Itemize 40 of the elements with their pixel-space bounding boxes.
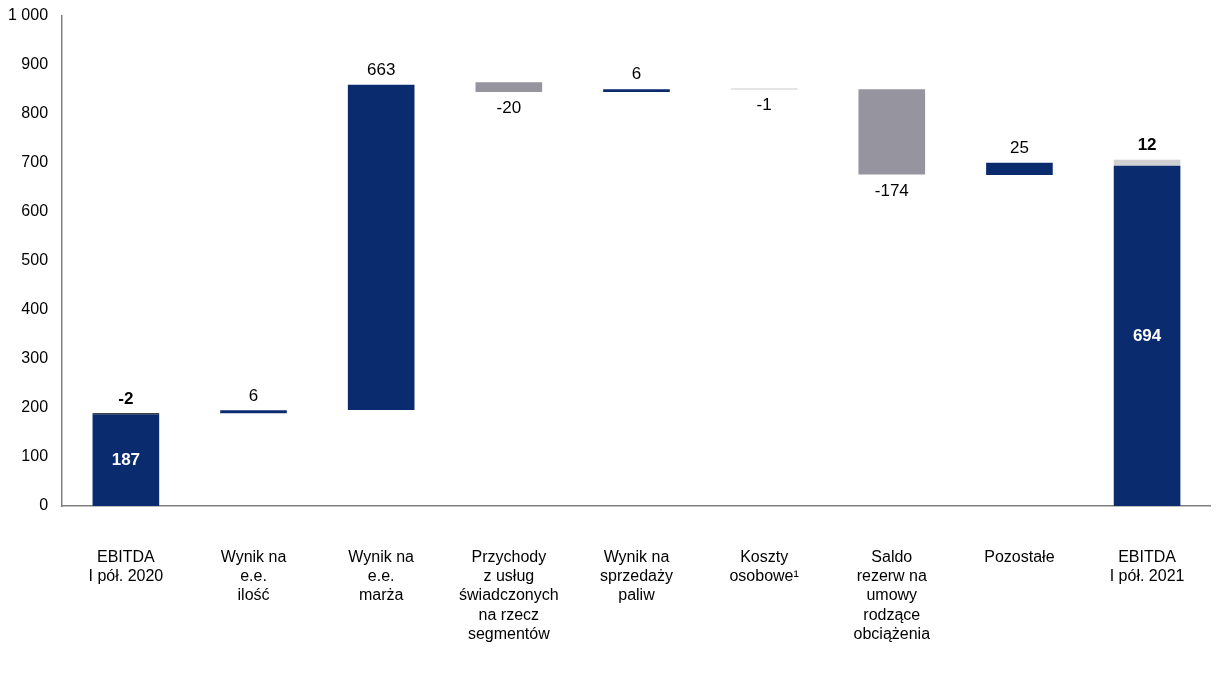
- bar: [1113, 165, 1181, 506]
- y-tick-label: 400: [21, 300, 49, 318]
- bar: [986, 162, 1053, 175]
- y-tick-label: 700: [21, 153, 49, 171]
- x-tick-label: EBITDA I pół. 2020: [88, 548, 164, 585]
- bar: [220, 410, 287, 414]
- bar: [603, 89, 670, 93]
- data-label: 663: [366, 59, 396, 79]
- x-tick-label: Saldo rezerw na umowy rodzące obciążenia: [853, 548, 931, 642]
- y-tick-label: 900: [21, 55, 49, 73]
- x-tick-label: Pozostałe: [984, 548, 1055, 566]
- data-label: -2: [118, 388, 134, 408]
- bar: [347, 84, 415, 410]
- data-label: -174: [874, 180, 909, 200]
- x-tick-label: Przychody z usług świadczonych na rzecz segmentów: [459, 548, 559, 642]
- y-tick-label: 1 000: [7, 6, 49, 24]
- bar: [1113, 159, 1181, 166]
- data-label: -1: [756, 95, 772, 115]
- y-tick-label: 500: [21, 251, 49, 269]
- bar: [92, 414, 160, 506]
- y-tick-label: 600: [21, 202, 49, 220]
- data-label: 6: [631, 64, 642, 84]
- bar: [858, 89, 926, 175]
- data-label: 25: [1009, 137, 1029, 157]
- x-tick-label: Koszty osobowe¹: [729, 548, 799, 585]
- y-tick-label: 200: [21, 398, 49, 416]
- y-tick-label: 100: [21, 447, 49, 465]
- data-label: -20: [496, 98, 522, 118]
- bar: [475, 82, 543, 93]
- x-tick-label: Wynik na e.e. ilość: [220, 548, 287, 604]
- y-tick-label: 800: [21, 104, 49, 122]
- data-label: 6: [248, 385, 259, 405]
- data-label: 694: [1132, 325, 1162, 345]
- x-tick-label: Wynik na e.e. marża: [348, 548, 415, 604]
- data-label: 12: [1137, 134, 1157, 154]
- x-tick-label: Wynik na sprzedaży paliw: [600, 548, 673, 604]
- y-tick-label: 0: [39, 496, 49, 514]
- x-tick-label: EBITDA I pół. 2021: [1109, 548, 1185, 585]
- y-tick-label: 300: [21, 349, 49, 367]
- data-label: 187: [111, 449, 141, 469]
